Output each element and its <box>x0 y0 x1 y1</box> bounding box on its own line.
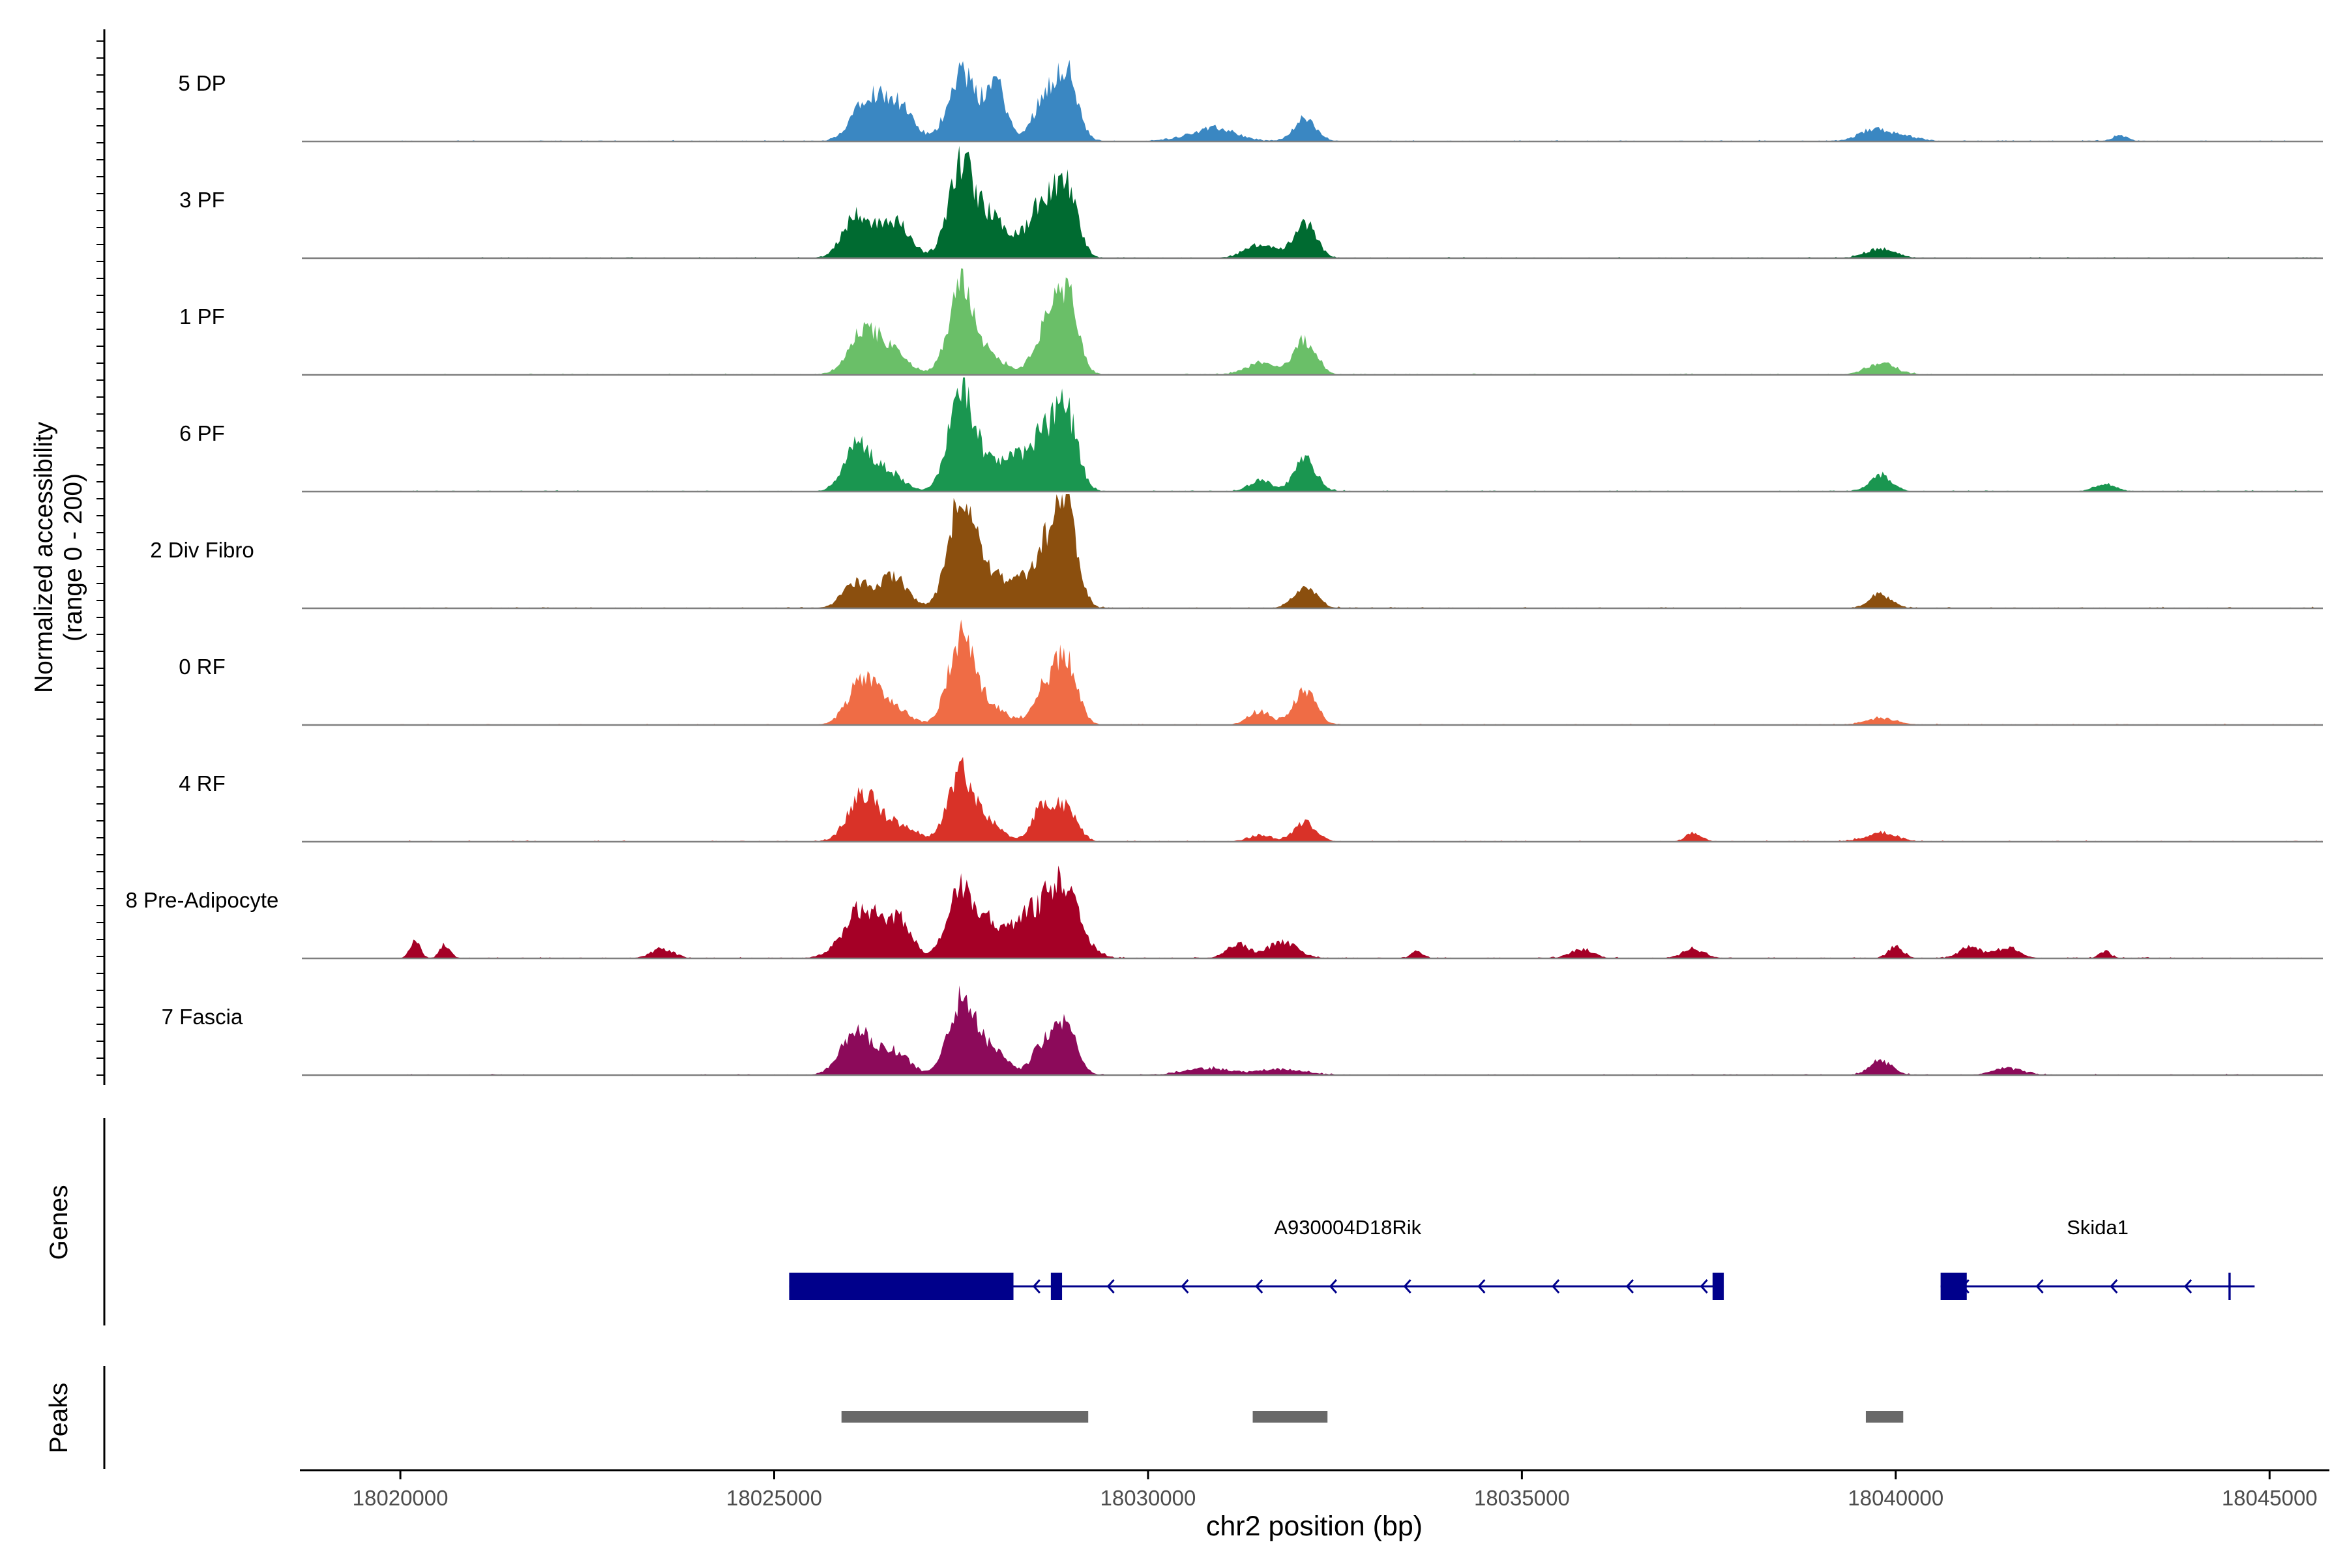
track-label: 7 Fascia <box>162 1005 243 1029</box>
coverage-track <box>302 494 2323 610</box>
strand-arrow <box>2184 1279 2192 1294</box>
peaks-axis-label: Peaks <box>45 1383 73 1453</box>
x-tick-label: 18045000 <box>2222 1486 2318 1510</box>
coverage-area <box>400 865 2322 958</box>
track-label: 0 RF <box>179 655 226 679</box>
gene-exon <box>1050 1273 1063 1300</box>
coverage-track <box>302 865 2323 960</box>
x-tick-label: 18040000 <box>1848 1486 1943 1510</box>
coverage-track <box>302 145 2323 259</box>
track-label: 3 PF <box>179 188 225 212</box>
track-label: 6 PF <box>179 421 225 445</box>
coverage-area <box>400 59 2322 141</box>
coverage-area <box>400 268 2322 375</box>
strand-arrow <box>2110 1279 2118 1294</box>
genes-axis-label: Genes <box>45 1185 73 1260</box>
coverage-area <box>400 985 2322 1075</box>
gene-name-label: A930004D18Rik <box>1274 1216 1421 1239</box>
gene-exon <box>1712 1273 1724 1300</box>
gene-exon <box>2228 1273 2231 1300</box>
coverage-area <box>400 756 2322 842</box>
strand-arrow <box>1032 1279 1041 1294</box>
coverage-area <box>400 619 2322 725</box>
peak-regions <box>841 1411 1904 1423</box>
coverage-area <box>400 377 2322 492</box>
y-axis-label-line2: (range 0 - 200) <box>59 473 87 642</box>
strand-arrow <box>2035 1279 2044 1294</box>
peak-region-bar <box>1252 1411 1328 1423</box>
track-label: 4 RF <box>179 771 226 795</box>
x-ticks: 18020000 18025000 18030000 18035000 18040000… <box>353 1470 2318 1510</box>
gene-name-label: Skida1 <box>2067 1216 2129 1239</box>
coverage-area <box>400 494 2322 608</box>
coverage-track <box>302 268 2323 376</box>
strand-arrow <box>1181 1279 1189 1294</box>
track-label: 8 Pre-Adipocyte <box>126 888 279 912</box>
strand-arrow <box>1329 1279 1337 1294</box>
strand-arrow <box>1552 1279 1560 1294</box>
genes-panel: Genes A930004D18Rik Skida1 <box>45 1118 2255 1325</box>
strand-arrow <box>1625 1279 1634 1294</box>
coverage-tracks <box>302 59 2323 1076</box>
x-axis-label: chr2 position (bp) <box>1206 1511 1423 1542</box>
track-label: 1 PF <box>179 304 225 329</box>
coverage-track <box>302 59 2323 143</box>
coverage-y-axis <box>96 29 106 1085</box>
coverage-track <box>302 377 2323 493</box>
coverage-area <box>400 145 2322 258</box>
x-axis: 18020000 18025000 18030000 18035000 18040000… <box>300 1469 2329 1542</box>
track-labels: 5 DP 3 PF 1 PF 6 PF 2 Div Fibro 0 RF 4 RF 8 Pre… <box>126 71 279 1029</box>
coverage-track <box>302 985 2323 1076</box>
x-tick-label: 18025000 <box>726 1486 822 1510</box>
track-label: 5 DP <box>178 71 226 95</box>
gene-exon <box>1940 1273 1967 1300</box>
strand-arrow <box>1700 1279 1708 1294</box>
gene-model: A930004D18Rik <box>789 1216 1724 1300</box>
strand-arrow <box>1477 1279 1486 1294</box>
gene-exon <box>789 1273 1014 1300</box>
peaks-panel: Peaks <box>45 1366 1904 1469</box>
gene-models: A930004D18Rik Skida1 <box>789 1216 2255 1300</box>
peak-region-bar <box>841 1411 1089 1423</box>
strand-arrow <box>1255 1279 1263 1294</box>
y-axis-label-line1: Normalized accessibility <box>30 421 58 693</box>
x-tick-label: 18020000 <box>353 1486 449 1510</box>
coverage-track <box>302 619 2323 726</box>
strand-arrow <box>1403 1279 1411 1294</box>
x-tick-label: 18030000 <box>1100 1486 1196 1510</box>
coverage-track <box>302 756 2323 843</box>
x-tick-label: 18035000 <box>1474 1486 1570 1510</box>
track-label: 2 Div Fibro <box>150 538 254 562</box>
strand-arrow <box>1106 1279 1115 1294</box>
gene-model: Skida1 <box>1940 1216 2255 1300</box>
peak-region-bar <box>1865 1411 1904 1423</box>
